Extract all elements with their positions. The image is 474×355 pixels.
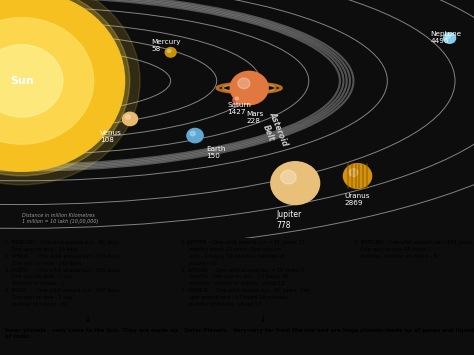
Circle shape (446, 35, 450, 38)
Circle shape (444, 33, 456, 43)
Circle shape (167, 49, 171, 53)
Circle shape (0, 0, 130, 176)
Circle shape (271, 162, 319, 204)
Circle shape (126, 115, 130, 119)
Text: Venus
108: Venus 108 (100, 130, 122, 143)
Text: Outer Planets - Very-very far from the sun and are huge planets made up of gases: Outer Planets - Very-very far from the s… (184, 328, 474, 333)
Text: ↓: ↓ (83, 314, 92, 324)
Text: Asteroid
Belt: Asteroid Belt (258, 110, 289, 151)
Circle shape (0, 18, 94, 144)
Circle shape (230, 71, 268, 105)
Circle shape (233, 95, 244, 105)
Text: Distance in million Kilometres
1 million = 10 lakh (10,00,000): Distance in million Kilometres 1 million… (22, 213, 98, 224)
Text: Jupiter
778: Jupiter 778 (276, 211, 301, 230)
Circle shape (238, 78, 250, 89)
Text: 8. NEPTUNE - One orbit around sun - 164 years.
    One spin on axis-16 hours 7
 : 8. NEPTUNE - One orbit around sun - 164 … (355, 240, 474, 259)
Circle shape (165, 48, 176, 57)
Circle shape (190, 131, 195, 136)
Text: Neptune
4496: Neptune 4496 (431, 31, 462, 44)
Circle shape (0, 0, 140, 185)
Circle shape (281, 170, 296, 184)
Circle shape (349, 169, 358, 176)
Text: ↓: ↓ (259, 314, 267, 324)
Text: Sun: Sun (10, 76, 34, 86)
Text: Saturn
1427: Saturn 1427 (228, 102, 251, 115)
Text: Inner planets - very close to the Sun. They are made up
of rocks.: Inner planets - very close to the Sun. T… (5, 328, 178, 339)
Text: Uranus
2869: Uranus 2869 (344, 193, 370, 206)
Circle shape (235, 97, 238, 100)
Circle shape (0, 0, 125, 171)
Text: 1. MERCURY - One orbit around sun - 88 days.
    One spin on axis - 59 days.
2. : 1. MERCURY - One orbit around sun - 88 d… (5, 240, 121, 307)
Text: 5. JUPITER  - One orbit around sun = 11 years, 11
     months about 12 years. On: 5. JUPITER - One orbit around sun = 11 y… (181, 240, 310, 307)
Circle shape (0, 45, 63, 117)
Text: Earth
150: Earth 150 (206, 146, 225, 159)
Text: Mars
228: Mars 228 (246, 111, 264, 124)
Circle shape (187, 129, 203, 143)
Circle shape (122, 112, 137, 126)
Text: Mercury
58: Mercury 58 (152, 39, 181, 52)
Circle shape (344, 164, 372, 189)
